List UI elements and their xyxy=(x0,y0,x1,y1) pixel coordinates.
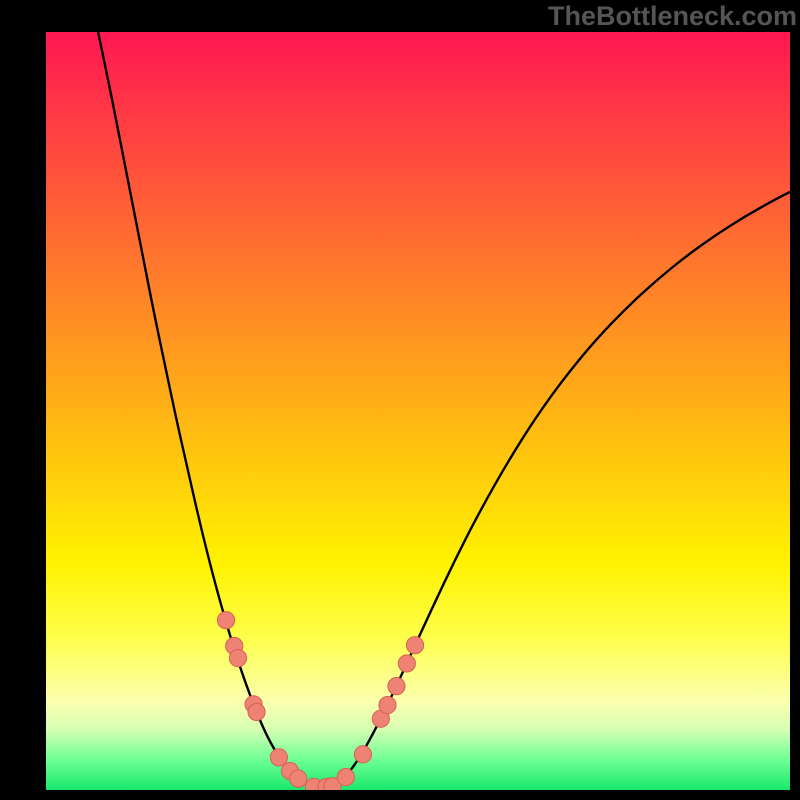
watermark-text: TheBottleneck.com xyxy=(548,1,797,32)
data-marker xyxy=(354,746,371,763)
data-marker xyxy=(248,703,265,720)
data-marker xyxy=(270,749,287,766)
data-marker xyxy=(290,770,307,787)
data-marker xyxy=(398,655,415,672)
data-marker xyxy=(217,612,234,629)
data-marker xyxy=(388,678,405,695)
data-marker xyxy=(337,769,354,786)
data-marker xyxy=(406,637,423,654)
plot-area xyxy=(46,32,790,790)
plot-background xyxy=(46,32,790,790)
chart-container: TheBottleneck.com xyxy=(0,0,800,800)
plot-svg xyxy=(46,32,790,790)
data-marker xyxy=(229,650,246,667)
data-marker xyxy=(379,697,396,714)
